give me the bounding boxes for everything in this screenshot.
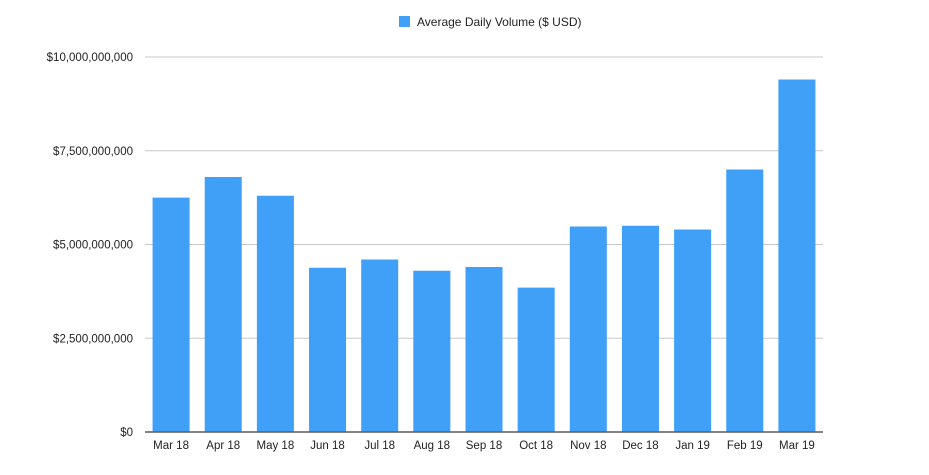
bar: [413, 270, 451, 432]
bars: [145, 79, 823, 433]
bar: [309, 267, 347, 432]
x-axis-tick-labels: Mar 18 Apr 18 May 18 Jun 18 Jul 18 Aug 18 Sep …: [153, 440, 815, 452]
y-axis-tick-labels: $0 $2,500,000,000 $5,000,000,000 $7,500,000…: [47, 52, 133, 439]
bar: [465, 267, 503, 432]
x-tick-label: Mar 18: [153, 440, 189, 452]
x-tick-label: Jun 18: [310, 440, 345, 452]
x-tick-label: Aug 18: [414, 440, 450, 452]
bar: [621, 225, 659, 432]
x-tick-label: Apr 18: [206, 440, 240, 452]
x-tick-label: Dec 18: [622, 440, 658, 452]
y-tick-label: $2,500,000,000: [53, 333, 133, 345]
bar: [204, 177, 242, 432]
bar: [726, 169, 764, 432]
x-tick-label: Feb 19: [727, 440, 763, 452]
y-tick-label: $10,000,000,000: [47, 52, 133, 64]
bar: [569, 226, 607, 432]
x-tick-label: May 18: [257, 440, 295, 452]
x-tick-label: Sep 18: [466, 440, 502, 452]
bar: [361, 259, 399, 432]
bar: [778, 79, 816, 432]
x-tick-label: Jan 19: [675, 440, 710, 452]
bar: [517, 287, 555, 432]
bar: [152, 197, 190, 432]
bar: [256, 195, 294, 432]
legend: Average Daily Volume ($ USD): [399, 15, 582, 29]
x-tick-label: Nov 18: [570, 440, 606, 452]
y-tick-label: $0: [120, 427, 133, 439]
y-tick-label: $7,500,000,000: [53, 146, 133, 158]
x-tick-label: Oct 18: [519, 440, 553, 452]
x-tick-label: Jul 18: [364, 440, 395, 452]
y-tick-label: $5,000,000,000: [53, 240, 133, 252]
x-tick-label: Mar 19: [779, 440, 815, 452]
legend-swatch: [399, 16, 410, 27]
bar: [674, 229, 712, 432]
legend-label: Average Daily Volume ($ USD): [417, 15, 582, 29]
